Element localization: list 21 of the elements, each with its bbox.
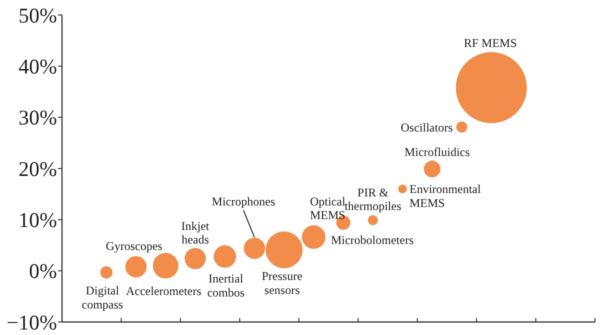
- annotation: Pressure sensors: [262, 269, 302, 297]
- y-tick-label: 50%: [18, 3, 57, 28]
- annotation: PIR & thermopiles: [344, 185, 402, 214]
- annotation: Microbolometers: [330, 232, 414, 247]
- annotation: Microfluidics: [404, 145, 470, 160]
- y-tick-label: 20%: [18, 156, 57, 181]
- annotation: Accelerometers: [126, 284, 202, 298]
- y-tick-label: 10%: [18, 208, 57, 232]
- annotation: Digital compass: [82, 284, 124, 312]
- annotation: Inertial combos: [207, 272, 245, 300]
- annotation: Inkjet heads: [181, 218, 210, 247]
- y-tick-label: 30%: [18, 106, 57, 130]
- annotation: Gyroscopes: [106, 238, 163, 253]
- y-tick-label: 40%: [18, 54, 57, 79]
- y-tick-label: 0%: [29, 259, 57, 284]
- annotation: RF MEMS: [464, 36, 517, 50]
- annotation: Microphones: [212, 194, 276, 209]
- annotation: Environmental MEMS: [410, 182, 482, 210]
- annotation: Optical MEMS: [310, 194, 346, 222]
- y-tick-label: −10%: [6, 310, 57, 334]
- annotation: Oscillators: [400, 120, 454, 134]
